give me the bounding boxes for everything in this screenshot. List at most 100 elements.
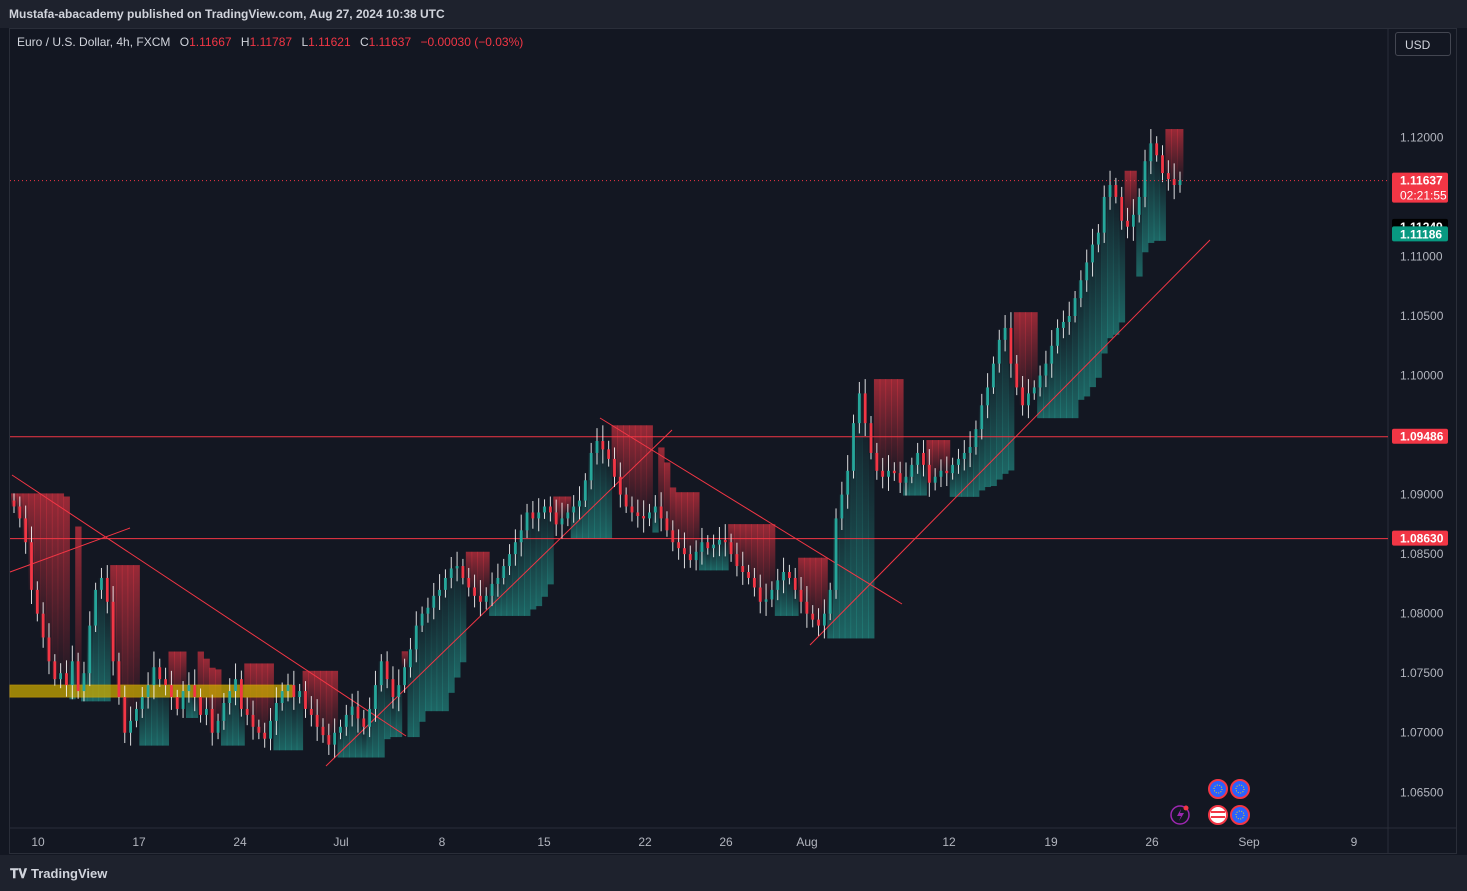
candle-body: [1126, 220, 1129, 227]
candle-body: [449, 568, 453, 578]
candle-body: [473, 587, 476, 596]
trail-down-band: [640, 425, 648, 519]
trail-up-band: [1107, 185, 1114, 339]
candle-body: [659, 506, 663, 519]
candle-body: [578, 500, 581, 507]
trail-up-band: [594, 441, 601, 539]
candle-body: [583, 480, 587, 501]
candle-body: [94, 589, 98, 626]
eu-stars-icon: [1235, 784, 1245, 794]
candle-body: [391, 679, 395, 698]
currency-button[interactable]: USD: [1395, 32, 1451, 56]
candle-body: [152, 667, 156, 686]
candle-body: [420, 613, 424, 626]
price-tag-label: 1.11186: [1400, 227, 1442, 241]
price-tick-label: 1.08000: [1400, 607, 1444, 621]
candle-body: [834, 518, 838, 590]
trend-line: [809, 239, 1211, 646]
candle-body: [1038, 375, 1042, 388]
candle-body: [298, 691, 302, 698]
trail-down-band: [1019, 312, 1027, 406]
trail-down-band: [1031, 312, 1038, 388]
trail-down-band: [255, 663, 263, 733]
trail-down-band: [623, 425, 630, 507]
candle-body: [741, 566, 745, 572]
candle-body: [467, 577, 471, 588]
trail-up-band: [1112, 196, 1120, 335]
trail-up-band: [1002, 327, 1009, 474]
trail-down-band: [261, 663, 269, 739]
symbol-title[interactable]: Euro / U.S. Dollar, 4h, FXCM: [17, 35, 171, 49]
candle-body: [799, 589, 803, 602]
candle-body: [199, 697, 202, 715]
candle-body: [339, 726, 342, 733]
trail-up-band: [1077, 280, 1085, 400]
trail-down-band: [803, 557, 811, 614]
candle-body: [123, 697, 127, 733]
trail-up-band: [856, 393, 863, 639]
candle-body: [24, 518, 28, 543]
candle-body: [933, 476, 937, 483]
us-flag-event-icon: [1208, 805, 1228, 825]
candle-body: [181, 691, 185, 709]
candle-body: [1166, 173, 1170, 180]
eu-stars-icon: [1213, 784, 1223, 794]
trail-down-band: [617, 425, 624, 495]
tradingview-logo[interactable]: 𝐓𝐕 TradingView: [10, 866, 107, 882]
trail-up-band: [349, 706, 356, 758]
trail-up-band: [512, 542, 519, 616]
trail-up-band: [850, 423, 857, 639]
trail-up-band: [459, 577, 467, 663]
candle-body: [852, 423, 855, 471]
candle-body: [1073, 298, 1077, 316]
trail-up-band: [337, 726, 344, 758]
trail-up-band: [862, 423, 869, 639]
candle-body: [706, 542, 710, 549]
price-tag-label: 1.11637: [1400, 174, 1443, 188]
candle-body: [245, 708, 249, 715]
change-value: −0.00030 (−0.03%): [420, 35, 524, 49]
candle-body: [187, 685, 191, 692]
candle-body: [65, 673, 68, 686]
candle-body: [957, 458, 960, 465]
trail-down-band: [1165, 129, 1172, 180]
candle-body: [239, 679, 243, 709]
time-tick-label: 26: [1145, 835, 1159, 849]
tradingview-logo-icon: 𝐓𝐕: [10, 866, 27, 881]
trail-down-band: [897, 379, 904, 483]
candle-body: [537, 512, 541, 519]
candle-body: [974, 429, 978, 447]
candle-body: [688, 554, 692, 561]
price-tick-label: 1.09000: [1400, 488, 1444, 502]
trail-up-band: [949, 464, 957, 497]
trail-down-band: [669, 487, 677, 543]
candle-body: [653, 506, 657, 513]
candle-body: [47, 637, 51, 662]
trail-up-band: [1083, 262, 1091, 397]
lightning-bolt-icon: [1177, 809, 1184, 821]
trail-up-band: [1095, 232, 1102, 378]
candle-body: [747, 572, 750, 578]
trail-down-band: [116, 565, 123, 698]
price-tick-label: 1.12000: [1400, 130, 1444, 144]
candle-body: [793, 577, 797, 590]
trail-up-band: [151, 667, 158, 746]
trail-up-band: [844, 470, 852, 639]
candle-body: [140, 697, 144, 709]
candle-body: [770, 589, 774, 600]
candle-body: [951, 464, 955, 474]
support-zone: [9, 684, 293, 698]
trail-up-band: [961, 452, 968, 497]
candle-body: [560, 518, 564, 525]
candle-body: [945, 470, 949, 474]
candle-body: [484, 595, 488, 602]
candle-body: [76, 661, 80, 692]
candle-body: [648, 512, 651, 519]
candle-body: [718, 539, 721, 545]
candle-body: [170, 685, 173, 698]
candle-body: [321, 726, 325, 736]
candle-body: [1131, 214, 1135, 227]
candle-body: [665, 518, 669, 531]
candle-body: [175, 697, 179, 709]
